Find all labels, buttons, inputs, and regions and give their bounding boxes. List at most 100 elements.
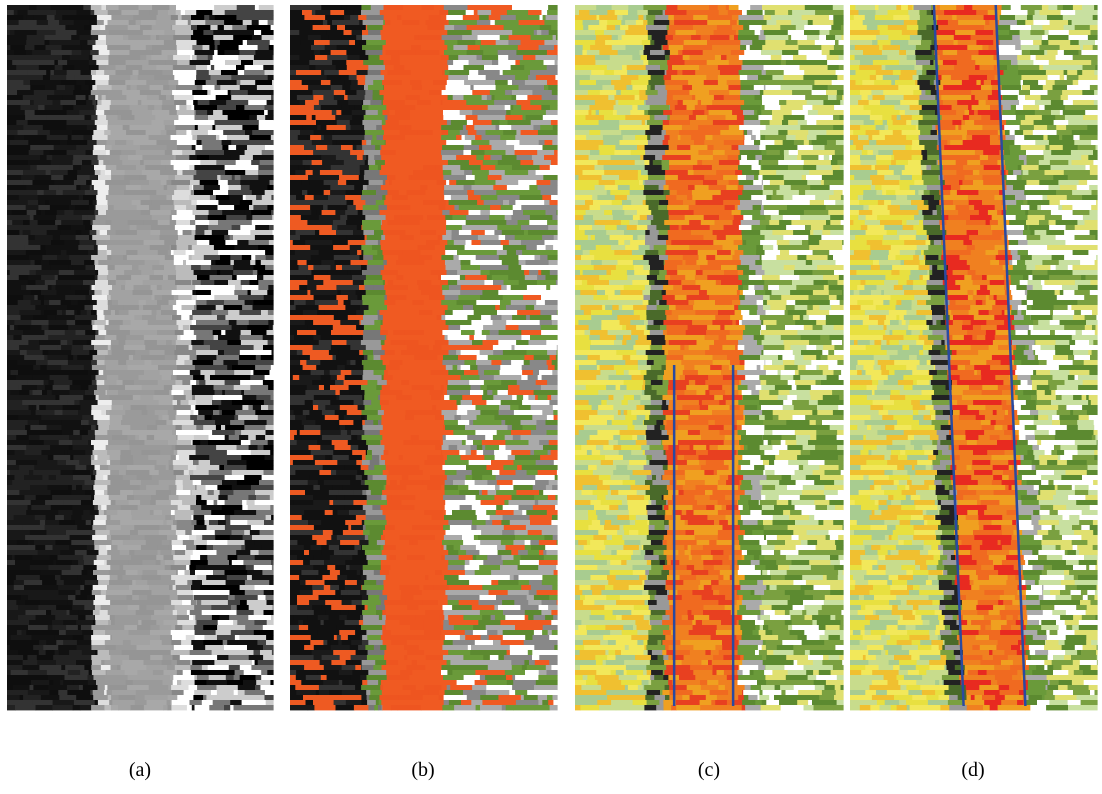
texture	[456, 200, 478, 205]
texture	[360, 170, 365, 175]
texture	[7, 530, 31, 535]
texture	[225, 10, 231, 15]
texture	[23, 80, 30, 85]
texture	[125, 80, 147, 85]
texture	[499, 335, 522, 340]
texture	[476, 130, 486, 135]
texture	[323, 20, 328, 25]
texture	[233, 235, 256, 240]
texture	[175, 330, 184, 335]
texture	[101, 665, 109, 670]
texture	[174, 250, 187, 255]
texture	[178, 435, 192, 440]
texture	[336, 355, 358, 360]
texture	[189, 155, 197, 160]
texture	[442, 130, 449, 135]
texture	[524, 270, 530, 275]
texture	[201, 265, 212, 270]
texture	[272, 565, 274, 570]
texture	[339, 350, 360, 355]
texture	[398, 270, 404, 275]
texture	[237, 240, 249, 245]
texture	[327, 75, 341, 80]
texture	[464, 65, 485, 70]
texture	[97, 385, 110, 390]
texture	[144, 705, 164, 710]
texture	[362, 145, 372, 150]
texture	[223, 110, 236, 115]
texture	[166, 130, 176, 135]
texture	[116, 500, 130, 505]
texture	[60, 140, 68, 145]
texture	[440, 15, 447, 20]
texture	[265, 375, 274, 380]
texture	[162, 660, 172, 665]
texture	[73, 705, 81, 710]
texture	[290, 350, 297, 355]
texture	[266, 430, 274, 435]
texture	[110, 420, 122, 425]
texture	[121, 100, 138, 105]
texture	[511, 215, 530, 220]
texture	[237, 620, 255, 625]
texture	[264, 400, 274, 405]
texture	[140, 395, 154, 400]
texture	[52, 285, 57, 290]
texture	[166, 195, 172, 200]
texture	[448, 130, 460, 135]
texture	[97, 380, 105, 385]
texture	[31, 320, 49, 325]
texture	[190, 505, 202, 510]
texture	[192, 390, 215, 395]
texture	[167, 665, 175, 670]
texture	[255, 585, 274, 590]
texture	[85, 190, 94, 195]
texture	[229, 395, 243, 400]
texture	[83, 555, 97, 560]
texture	[272, 640, 273, 645]
texture	[61, 340, 68, 345]
texture	[152, 60, 166, 65]
texture	[54, 380, 73, 385]
texture	[538, 395, 548, 400]
texture	[196, 290, 212, 295]
texture	[194, 410, 199, 415]
texture	[196, 205, 218, 210]
texture	[132, 265, 139, 270]
texture	[542, 375, 558, 380]
texture	[272, 80, 274, 85]
texture	[299, 265, 309, 270]
texture	[134, 550, 158, 555]
texture	[92, 135, 108, 140]
texture	[143, 680, 163, 685]
texture	[58, 510, 73, 515]
texture	[421, 125, 426, 130]
texture	[190, 325, 210, 330]
texture	[362, 30, 369, 35]
texture	[14, 365, 34, 370]
texture	[196, 335, 211, 340]
texture	[190, 415, 197, 420]
texture	[97, 325, 105, 330]
texture	[175, 30, 194, 35]
texture	[531, 120, 552, 125]
texture	[110, 410, 126, 415]
texture	[381, 165, 386, 170]
texture	[89, 235, 93, 240]
texture	[213, 330, 222, 335]
texture	[73, 455, 91, 460]
texture	[29, 5, 37, 10]
texture	[96, 655, 111, 660]
texture	[147, 330, 157, 335]
texture	[290, 340, 301, 345]
texture	[162, 345, 176, 350]
texture	[273, 605, 274, 610]
texture	[192, 320, 197, 325]
texture	[145, 260, 161, 265]
texture	[528, 375, 539, 380]
texture	[124, 270, 142, 275]
texture	[173, 370, 190, 375]
texture	[176, 40, 197, 45]
texture	[487, 275, 493, 280]
texture	[551, 315, 557, 320]
